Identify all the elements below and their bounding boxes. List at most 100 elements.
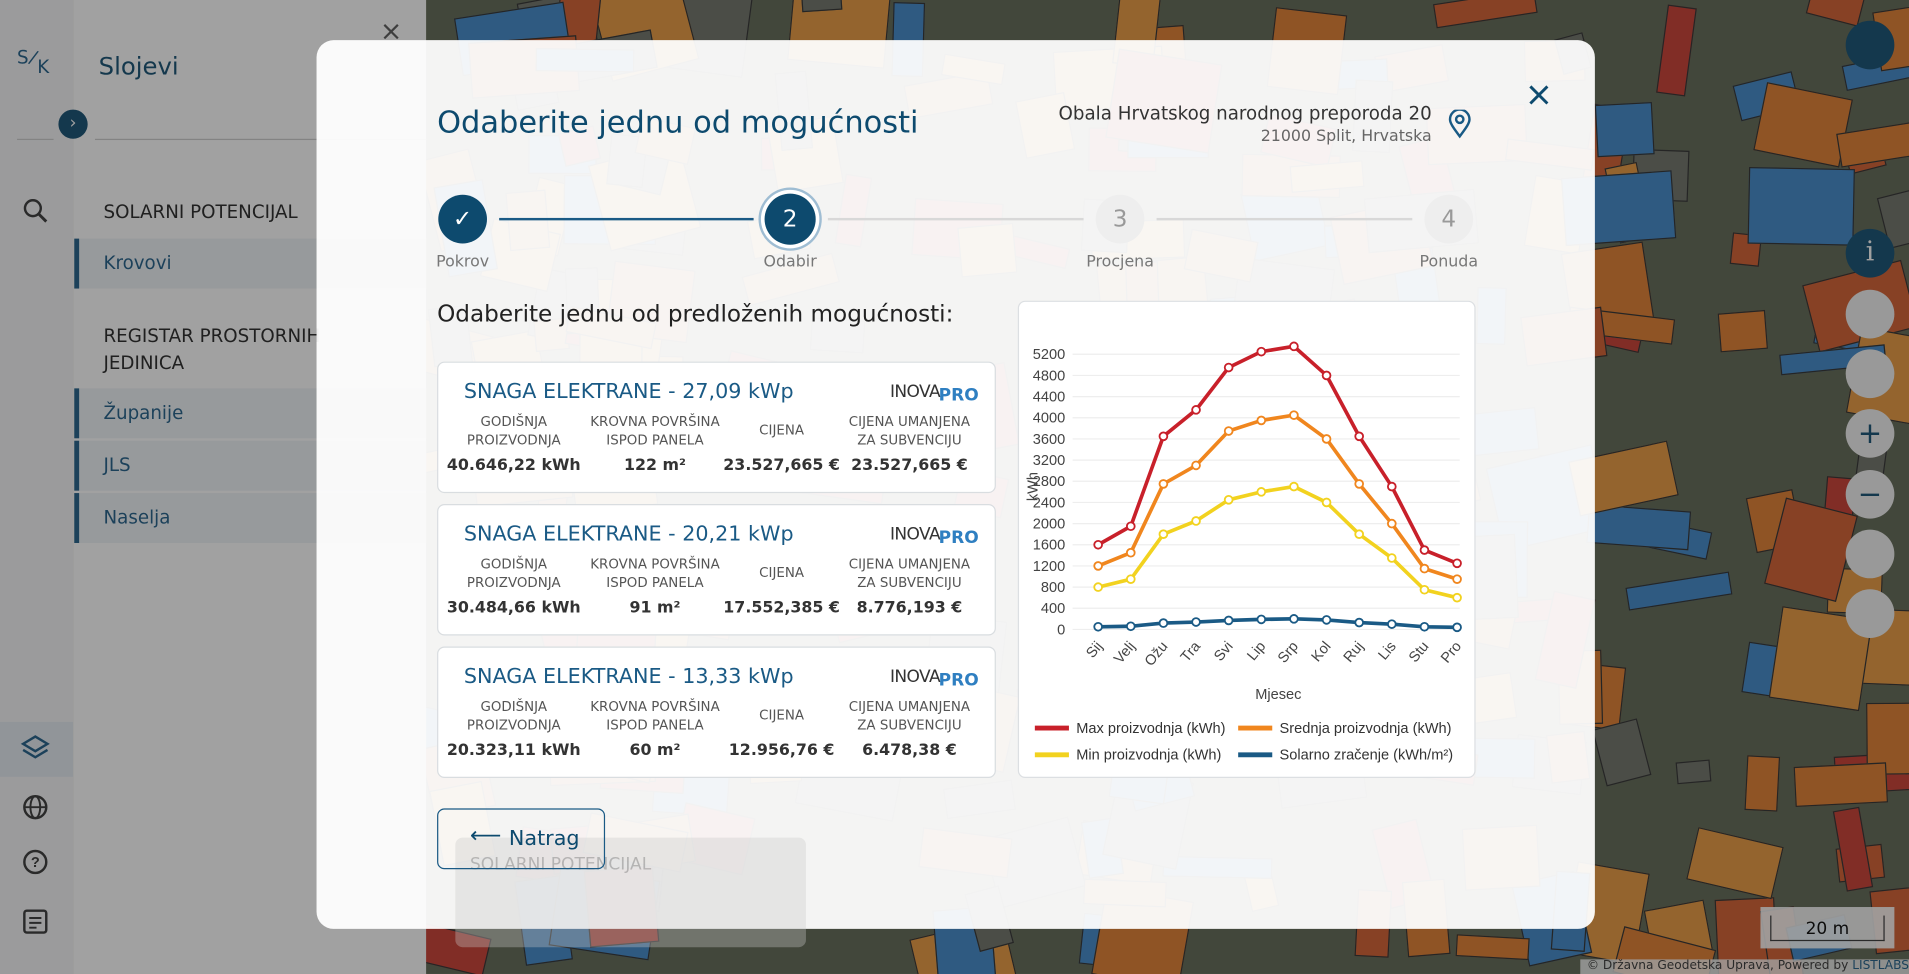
x-tick-label: Ruj xyxy=(1341,639,1367,666)
back-button[interactable]: ⟵ Natrag xyxy=(437,808,606,870)
help-icon[interactable]: ? xyxy=(21,849,50,881)
option-title: SNAGA ELEKTRANE - 27,09 kWp xyxy=(463,379,794,405)
y-tick-label: 2400 xyxy=(1033,495,1065,511)
legend-label: Srednja proizvodnja (kWh) xyxy=(1280,721,1452,737)
section-heading: REGISTAR PROSTORNIH JEDINICA xyxy=(103,325,321,374)
y-tick-label: 4400 xyxy=(1033,389,1065,405)
data-point xyxy=(1093,621,1103,632)
step-connector xyxy=(827,217,1084,221)
data-point xyxy=(1321,497,1332,508)
x-tick-label: Velj xyxy=(1111,639,1138,667)
step-label: Procjena xyxy=(1086,253,1154,272)
data-point xyxy=(1289,341,1299,352)
modal-title: Odaberite jednu od mogućnosti xyxy=(437,104,919,141)
chart: 0 400 800 1200 1600 2000 2400 2800 3200 3600 4000 4… xyxy=(1025,341,1465,764)
series-line xyxy=(1097,484,1458,600)
expand-button[interactable]: › xyxy=(58,109,88,139)
data-point xyxy=(1125,621,1136,632)
option-card[interactable]: SNAGA ELEKTRANE - 13,33 kWp INOVA PRO GODIŠ… xyxy=(437,646,996,778)
y-tick-label: 1600 xyxy=(1033,538,1065,554)
data-point xyxy=(1452,574,1462,584)
measure-fab[interactable] xyxy=(1845,289,1895,339)
stat-label: GODIŠNJA PROIZVODNJA xyxy=(466,413,561,449)
data-point xyxy=(1093,561,1103,571)
stat-value: 17.552,385 € xyxy=(723,598,840,618)
attribution: © Državna Geodetska Uprava, Powered by L… xyxy=(1580,959,1909,974)
data-point xyxy=(1158,431,1169,442)
option-card[interactable]: SNAGA ELEKTRANE - 20,21 kWp INOVA PRO GODIŠ… xyxy=(437,504,996,636)
logo-k: K xyxy=(37,56,50,78)
document-icon[interactable] xyxy=(22,908,49,935)
y-tick-label: 2000 xyxy=(1033,516,1065,532)
data-point xyxy=(1158,529,1169,539)
data-point xyxy=(1191,617,1201,627)
search-icon[interactable] xyxy=(22,197,49,224)
logo-pro: PRO xyxy=(938,670,979,691)
logo: S/K xyxy=(17,45,50,78)
data-point xyxy=(1256,614,1267,625)
data-point xyxy=(1256,487,1267,497)
data-point xyxy=(1191,405,1201,415)
scale-box: 20 m xyxy=(1760,907,1895,949)
x-tick-label: Sij xyxy=(1083,639,1106,662)
legend-label: Solarno zračenje (kWh/m²) xyxy=(1280,748,1454,764)
data-point xyxy=(1223,494,1234,505)
globe-icon[interactable] xyxy=(21,793,50,822)
svg-text:?: ? xyxy=(31,855,40,871)
x-tick-label: Srp xyxy=(1275,639,1302,667)
series-line xyxy=(1098,617,1458,630)
data-point xyxy=(1158,479,1169,489)
locate-fab[interactable] xyxy=(1845,529,1895,579)
layers-icon[interactable] xyxy=(19,733,51,765)
step-circle: 3 xyxy=(1095,194,1145,244)
data-point xyxy=(1452,622,1462,633)
legend-label: Min proizvodnja (kWh) xyxy=(1076,748,1221,764)
data-point xyxy=(1093,582,1103,592)
logo-pro: PRO xyxy=(938,528,979,548)
option-card[interactable]: SNAGA ELEKTRANE - 27,09 kWp INOVA PRO GODIŠ… xyxy=(437,361,996,494)
x-tick-label: Lip xyxy=(1244,639,1269,664)
attribution-link[interactable]: LISTLABS xyxy=(1852,959,1909,973)
zoom-in[interactable]: + xyxy=(1845,409,1895,458)
y-tick-label: 400 xyxy=(1041,601,1065,617)
data-point xyxy=(1223,362,1234,373)
data-point xyxy=(1419,545,1430,555)
step-label: Odabir xyxy=(763,253,817,272)
back-label: Natrag xyxy=(508,826,580,852)
stat-label: GODIŠNJA PROIZVODNJA xyxy=(466,698,561,733)
data-point xyxy=(1354,431,1364,442)
data-point xyxy=(1289,481,1299,492)
layers-fab[interactable] xyxy=(1845,20,1895,70)
data-point xyxy=(1354,479,1364,489)
y-tick-label: 5200 xyxy=(1033,347,1065,363)
data-point xyxy=(1289,614,1299,624)
logo-s: S xyxy=(17,46,29,69)
chart-box: 0 400 800 1200 1600 2000 2400 2800 3200 3600 4000 4… xyxy=(1017,300,1476,778)
logo-inova: INOVA xyxy=(889,667,941,687)
data-point xyxy=(1321,615,1332,625)
close-modal[interactable] xyxy=(1527,83,1551,107)
back-arrow: ⟵ xyxy=(469,823,502,849)
x-axis-label: Mjesec xyxy=(1255,687,1301,703)
step-circle: 2 xyxy=(764,193,816,245)
data-point xyxy=(1321,434,1332,444)
data-point xyxy=(1289,410,1299,420)
zoom-out[interactable]: − xyxy=(1845,469,1895,519)
y-tick-label: 2800 xyxy=(1033,474,1065,490)
y-tick-label: 0 xyxy=(1057,622,1065,638)
data-point xyxy=(1223,615,1234,626)
data-point xyxy=(1256,346,1267,357)
option-title: SNAGA ELEKTRANE - 20,21 kWp xyxy=(463,522,794,547)
street-view-fab[interactable] xyxy=(1845,589,1895,638)
y-tick-label: 3200 xyxy=(1033,453,1065,469)
y-axis-label: kWh xyxy=(1025,472,1041,501)
area-fab[interactable] xyxy=(1845,349,1895,399)
info-fab[interactable]: i xyxy=(1845,228,1895,278)
divider xyxy=(17,138,54,141)
close-panel[interactable]: × xyxy=(379,17,403,48)
stat-value: 23.527,665 € xyxy=(851,456,968,475)
stat-label: KROVNA POVRŠINA ISPOD PANELA xyxy=(590,556,720,591)
